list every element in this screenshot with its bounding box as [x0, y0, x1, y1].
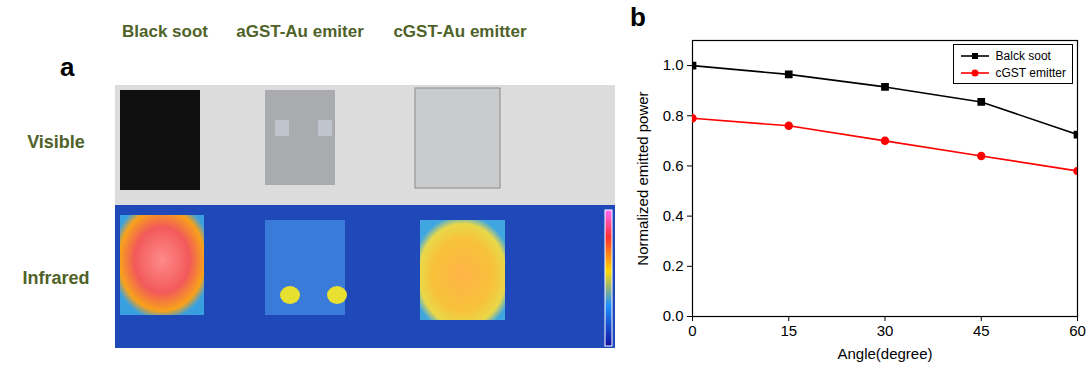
svg-text:15: 15	[780, 322, 797, 339]
svg-text:0.8: 0.8	[663, 107, 684, 124]
svg-text:Normalized emitted power: Normalized emitted power	[634, 91, 651, 265]
svg-text:0.2: 0.2	[663, 257, 684, 274]
svg-text:45: 45	[973, 322, 990, 339]
html-text:Infrared: Infrared	[22, 268, 90, 288]
svg-text:0.6: 0.6	[663, 157, 684, 174]
html-text:Balck soot: Balck soot	[995, 48, 1051, 63]
html-text:a: a	[60, 52, 75, 82]
html-text:Black soot: Black soot	[122, 22, 208, 41]
svg-text:1.0: 1.0	[663, 56, 684, 73]
html-text:cGST-Au emitter: cGST-Au emitter	[393, 22, 527, 41]
html-text:aGST-Au emiter: aGST-Au emiter	[236, 22, 364, 41]
html-text:cGST emitter: cGST emitter	[995, 65, 1066, 80]
svg-text:0: 0	[688, 322, 696, 339]
svg-text:60: 60	[1069, 322, 1086, 339]
svg-text:Angle(degree): Angle(degree)	[837, 345, 932, 362]
html-text:b: b	[630, 2, 646, 32]
svg-text:30: 30	[877, 322, 894, 339]
svg-text:0.4: 0.4	[663, 207, 684, 224]
html-text:Visible: Visible	[27, 132, 85, 152]
svg-text:0.0: 0.0	[663, 307, 684, 324]
